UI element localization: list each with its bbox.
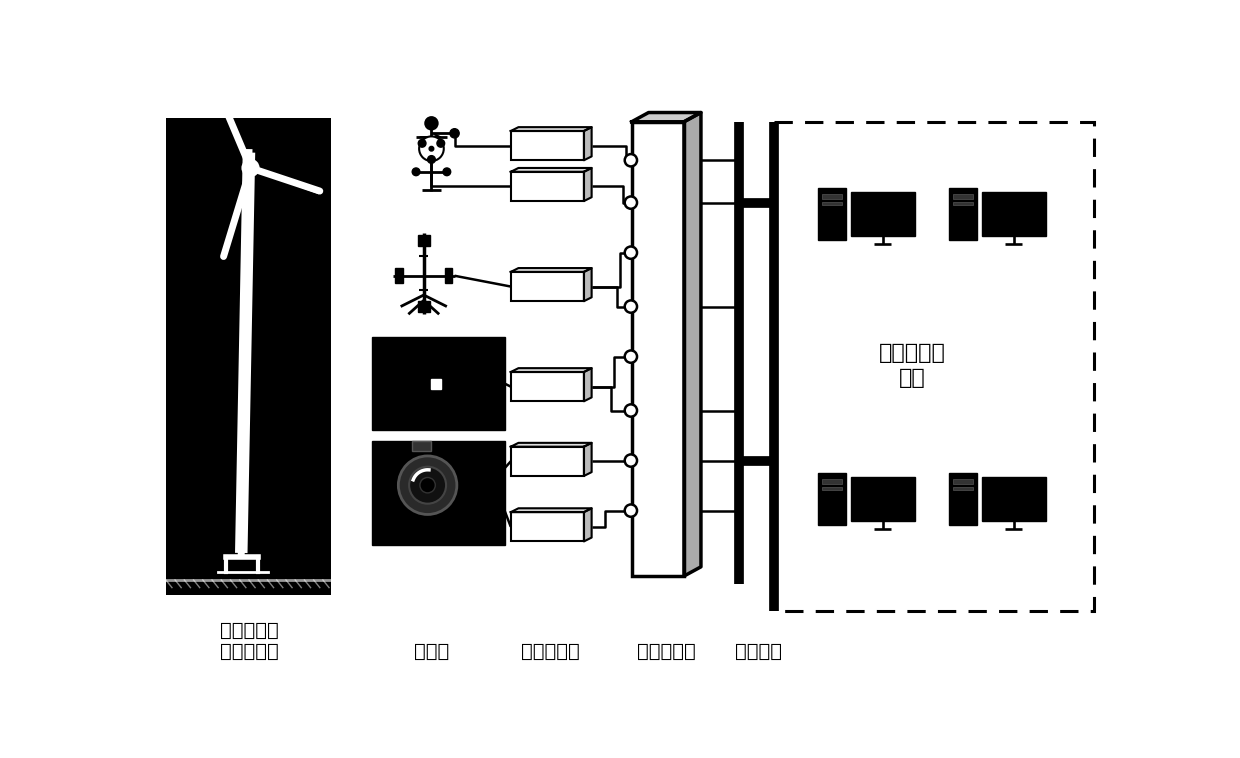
Circle shape — [450, 129, 459, 138]
Circle shape — [625, 300, 637, 313]
FancyBboxPatch shape — [444, 268, 453, 283]
Circle shape — [625, 154, 637, 167]
Text: 数据采集器: 数据采集器 — [637, 642, 696, 661]
Circle shape — [409, 467, 446, 503]
Text: 监控网络: 监控网络 — [735, 642, 782, 661]
Circle shape — [425, 117, 438, 130]
Circle shape — [625, 246, 637, 258]
Polygon shape — [511, 268, 591, 272]
FancyBboxPatch shape — [166, 118, 331, 595]
Circle shape — [412, 168, 420, 176]
Circle shape — [398, 456, 456, 515]
FancyBboxPatch shape — [818, 473, 846, 525]
Text: 传感器: 传感器 — [414, 642, 449, 661]
Circle shape — [625, 350, 637, 363]
FancyBboxPatch shape — [412, 441, 432, 450]
Text: 信号放大器: 信号放大器 — [522, 642, 580, 661]
Polygon shape — [511, 168, 591, 172]
FancyBboxPatch shape — [511, 372, 584, 401]
Polygon shape — [584, 168, 591, 201]
FancyBboxPatch shape — [430, 379, 440, 389]
Text: 风电场监控: 风电场监控 — [879, 343, 946, 363]
Circle shape — [625, 505, 637, 517]
FancyBboxPatch shape — [949, 473, 977, 525]
FancyBboxPatch shape — [851, 192, 915, 236]
FancyBboxPatch shape — [511, 446, 584, 476]
FancyBboxPatch shape — [982, 477, 1045, 522]
Circle shape — [625, 196, 637, 208]
FancyBboxPatch shape — [818, 188, 846, 240]
FancyBboxPatch shape — [822, 479, 842, 484]
Polygon shape — [584, 509, 591, 541]
FancyBboxPatch shape — [822, 202, 842, 205]
FancyBboxPatch shape — [822, 194, 842, 199]
FancyBboxPatch shape — [372, 337, 505, 430]
Polygon shape — [584, 443, 591, 476]
FancyBboxPatch shape — [949, 188, 977, 240]
Polygon shape — [584, 127, 591, 160]
FancyBboxPatch shape — [952, 487, 972, 490]
FancyBboxPatch shape — [774, 122, 1094, 611]
Text: 被监测对象: 被监测对象 — [219, 642, 278, 661]
FancyBboxPatch shape — [372, 441, 505, 545]
FancyBboxPatch shape — [851, 477, 915, 522]
FancyBboxPatch shape — [952, 194, 972, 199]
FancyBboxPatch shape — [511, 512, 584, 541]
FancyBboxPatch shape — [952, 202, 972, 205]
Circle shape — [428, 155, 435, 163]
FancyBboxPatch shape — [982, 192, 1045, 236]
FancyBboxPatch shape — [396, 268, 403, 283]
Circle shape — [625, 454, 637, 467]
FancyBboxPatch shape — [952, 479, 972, 484]
Circle shape — [420, 478, 435, 493]
Polygon shape — [684, 112, 701, 576]
Text: 被监测对象: 被监测对象 — [219, 621, 278, 640]
Polygon shape — [584, 268, 591, 301]
FancyBboxPatch shape — [511, 272, 584, 301]
FancyBboxPatch shape — [418, 301, 430, 312]
FancyBboxPatch shape — [511, 131, 584, 160]
Polygon shape — [511, 509, 591, 512]
FancyBboxPatch shape — [511, 172, 584, 201]
Polygon shape — [511, 443, 591, 446]
Circle shape — [418, 139, 427, 147]
Circle shape — [436, 139, 445, 147]
Polygon shape — [511, 127, 591, 131]
Text: 中心: 中心 — [899, 368, 926, 388]
Circle shape — [625, 404, 637, 417]
Polygon shape — [631, 112, 701, 122]
FancyBboxPatch shape — [631, 122, 684, 576]
Circle shape — [419, 136, 444, 161]
FancyBboxPatch shape — [418, 235, 430, 246]
Circle shape — [429, 146, 434, 151]
Polygon shape — [511, 368, 591, 372]
Polygon shape — [584, 368, 591, 401]
FancyBboxPatch shape — [822, 487, 842, 490]
Circle shape — [443, 168, 450, 176]
Circle shape — [243, 160, 258, 176]
